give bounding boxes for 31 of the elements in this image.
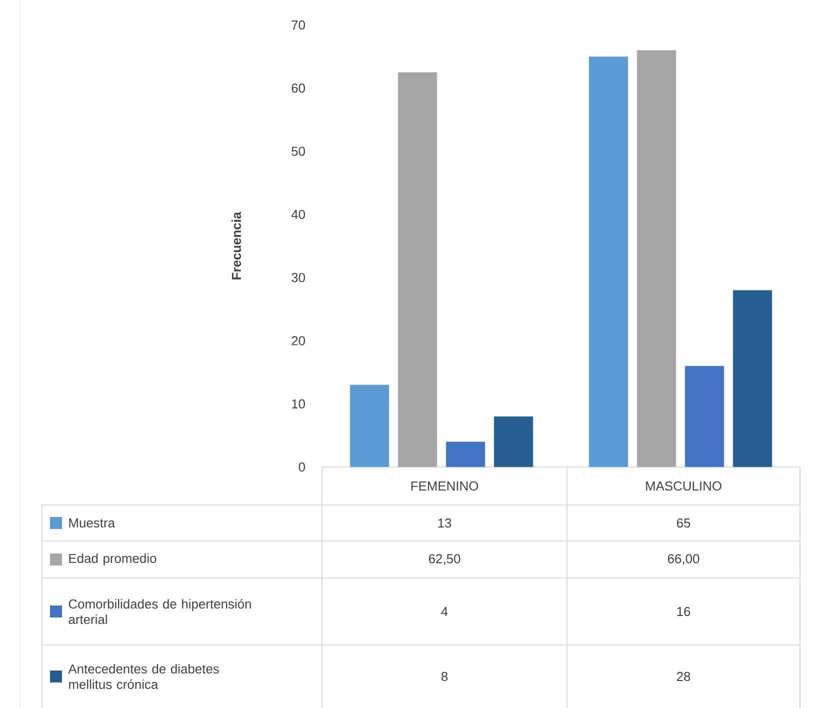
y-tick-label: 0 [298, 462, 305, 472]
legend-label: Edad promedio [69, 553, 156, 566]
y-tick-label: 20 [292, 336, 305, 346]
data-label: 13 [438, 518, 452, 528]
legend-label: Comorbilidades de hipertensión arterial [68, 598, 251, 624]
data-label: 8 [441, 672, 448, 681]
data-label: 66,00 [668, 554, 700, 565]
y-tick-label: 70 [292, 20, 305, 30]
bar [684, 366, 724, 467]
data-label: 28 [676, 672, 690, 681]
bar [732, 290, 772, 467]
bar [350, 384, 390, 467]
y-tick-label: 10 [292, 399, 305, 408]
y-tick-label: 40 [291, 210, 305, 219]
x-tick-label: MASCULINO [646, 481, 722, 490]
y-tick-label: 60 [292, 83, 305, 92]
x-tick-label: FEMENINO [411, 481, 478, 490]
data-label: 16 [677, 606, 690, 616]
bar [494, 416, 534, 467]
bar [398, 72, 438, 467]
bar [446, 441, 486, 467]
data-label: 62,50 [428, 554, 460, 565]
y-tick-label: 30 [292, 272, 305, 282]
legend-label: Antecedentes de diabetes mellitus crónica [68, 664, 219, 689]
bar [588, 56, 628, 467]
data-label: 65 [676, 518, 690, 528]
data-label: 4 [441, 606, 448, 616]
bar [636, 50, 676, 467]
legend-label: Muestra [69, 518, 115, 528]
y-axis-title: Frecuencia [231, 212, 242, 280]
y-tick-label: 50 [292, 146, 305, 156]
